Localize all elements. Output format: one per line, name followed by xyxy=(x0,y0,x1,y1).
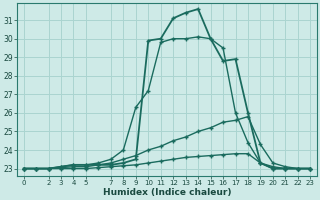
X-axis label: Humidex (Indice chaleur): Humidex (Indice chaleur) xyxy=(103,188,231,197)
